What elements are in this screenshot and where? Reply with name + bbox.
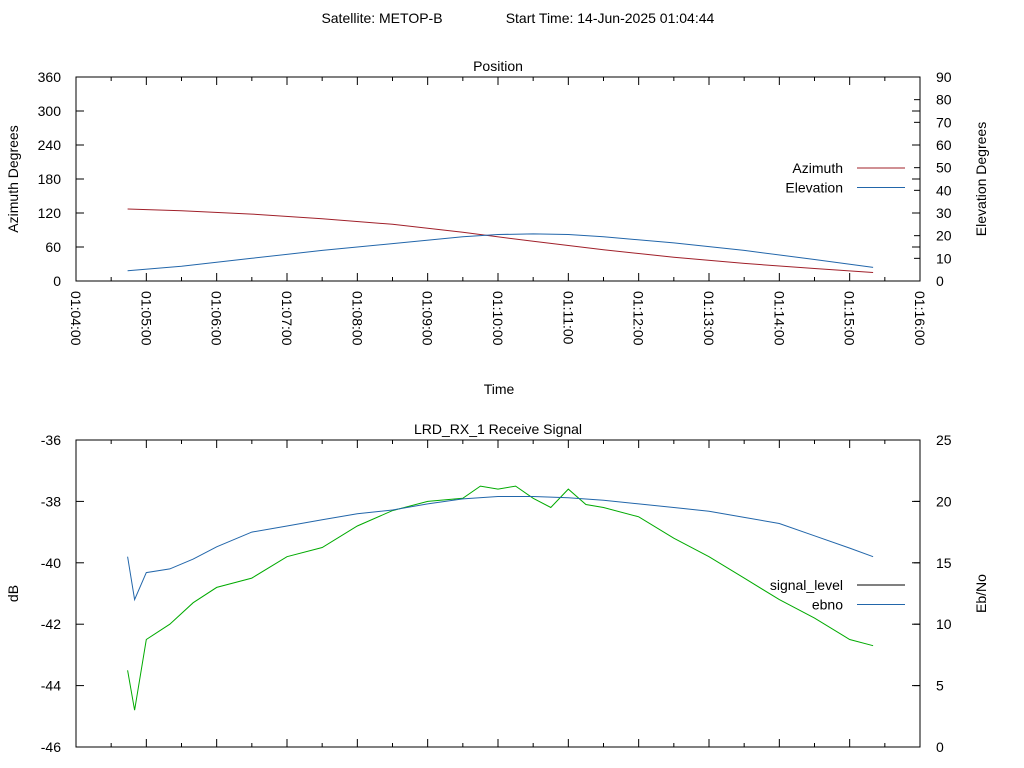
- y2-tick-label: 10: [936, 250, 952, 266]
- y-tick-label: 60: [45, 239, 61, 255]
- y2-tick-label: 90: [936, 69, 952, 85]
- y-tick-label: 360: [38, 69, 62, 85]
- y2-tick-label: 40: [936, 182, 952, 198]
- legend-label: Azimuth: [792, 160, 843, 176]
- y-axis-label: dB: [5, 585, 21, 602]
- header-satellite: Satellite: METOP-B: [321, 10, 442, 26]
- x-tick-label: 01:10:00: [490, 291, 506, 346]
- x-tick-label: 01:11:00: [560, 291, 576, 345]
- x-tick-label: 01:09:00: [420, 291, 436, 346]
- y2-tick-label: 15: [936, 555, 952, 571]
- chart-title: Position: [473, 58, 523, 74]
- plot-border: [75, 439, 921, 748]
- legend-label: Elevation: [785, 180, 843, 196]
- x-tick-label: 01:08:00: [349, 291, 365, 346]
- y-axis-label: Azimuth Degrees: [5, 125, 21, 232]
- x-tick-label: 01:13:00: [701, 291, 717, 346]
- y-tick-label: -38: [41, 493, 61, 509]
- y-tick-label: 180: [38, 171, 62, 187]
- y-tick-label: -46: [41, 739, 61, 755]
- chart-title: LRD_RX_1 Receive Signal: [414, 421, 582, 437]
- legend-label: ebno: [812, 597, 843, 613]
- y-tick-label: 0: [53, 273, 61, 289]
- x-tick-label: 01:04:00: [68, 291, 84, 346]
- y-tick-label: -42: [41, 616, 61, 632]
- y2-axis-label: Elevation Degrees: [973, 122, 989, 236]
- y-tick-label: 240: [38, 137, 62, 153]
- series-line-signal_level: [127, 485, 874, 711]
- x-tick-label: 01:15:00: [842, 291, 858, 346]
- position-chart: Position 0 60 120 180 240 300 360 0 10 20 30 40 50 60 7…: [5, 58, 989, 397]
- y2-axis-label: Eb/No: [973, 574, 989, 613]
- y2-tick-label: 30: [936, 205, 952, 221]
- y2-tick-label: 20: [936, 228, 952, 244]
- y2-tick-label: 70: [936, 114, 952, 130]
- y-tick-label: 300: [38, 103, 62, 119]
- x-tick-label: 01:16:00: [912, 291, 928, 346]
- y-tick-label: -44: [41, 678, 61, 694]
- series-line-ebno: [127, 496, 874, 602]
- y2-tick-label: 5: [936, 678, 944, 694]
- x-tick-label: 01:12:00: [631, 291, 647, 346]
- y-tick-label: -36: [41, 432, 61, 448]
- x-axis-label: Time: [484, 381, 515, 397]
- y2-tick-label: 0: [936, 273, 944, 289]
- series-line-azimuth: [127, 208, 874, 273]
- y2-tick-label: 20: [936, 493, 952, 509]
- header-start-time: Start Time: 14-Jun-2025 01:04:44: [506, 10, 715, 26]
- y2-tick-label: 80: [936, 92, 952, 108]
- x-tick-label: 01:07:00: [279, 291, 295, 346]
- x-tick-label: 01:14:00: [771, 291, 787, 346]
- y2-tick-label: 60: [936, 137, 952, 153]
- y2-tick-label: 10: [936, 616, 952, 632]
- x-tick-label: 01:06:00: [209, 291, 225, 346]
- x-tick-label: 01:05:00: [138, 291, 154, 346]
- receive-signal-chart: LRD_RX_1 Receive Signal -46 -44 -42 -40 -38 -3…: [5, 421, 989, 755]
- y2-tick-label: 25: [936, 432, 952, 448]
- series-line-elevation: [127, 233, 874, 272]
- y2-tick-label: 0: [936, 739, 944, 755]
- y-tick-label: -40: [41, 555, 61, 571]
- y2-tick-label: 50: [936, 160, 952, 176]
- legend-label: signal_level: [770, 577, 843, 593]
- y-tick-label: 120: [38, 205, 62, 221]
